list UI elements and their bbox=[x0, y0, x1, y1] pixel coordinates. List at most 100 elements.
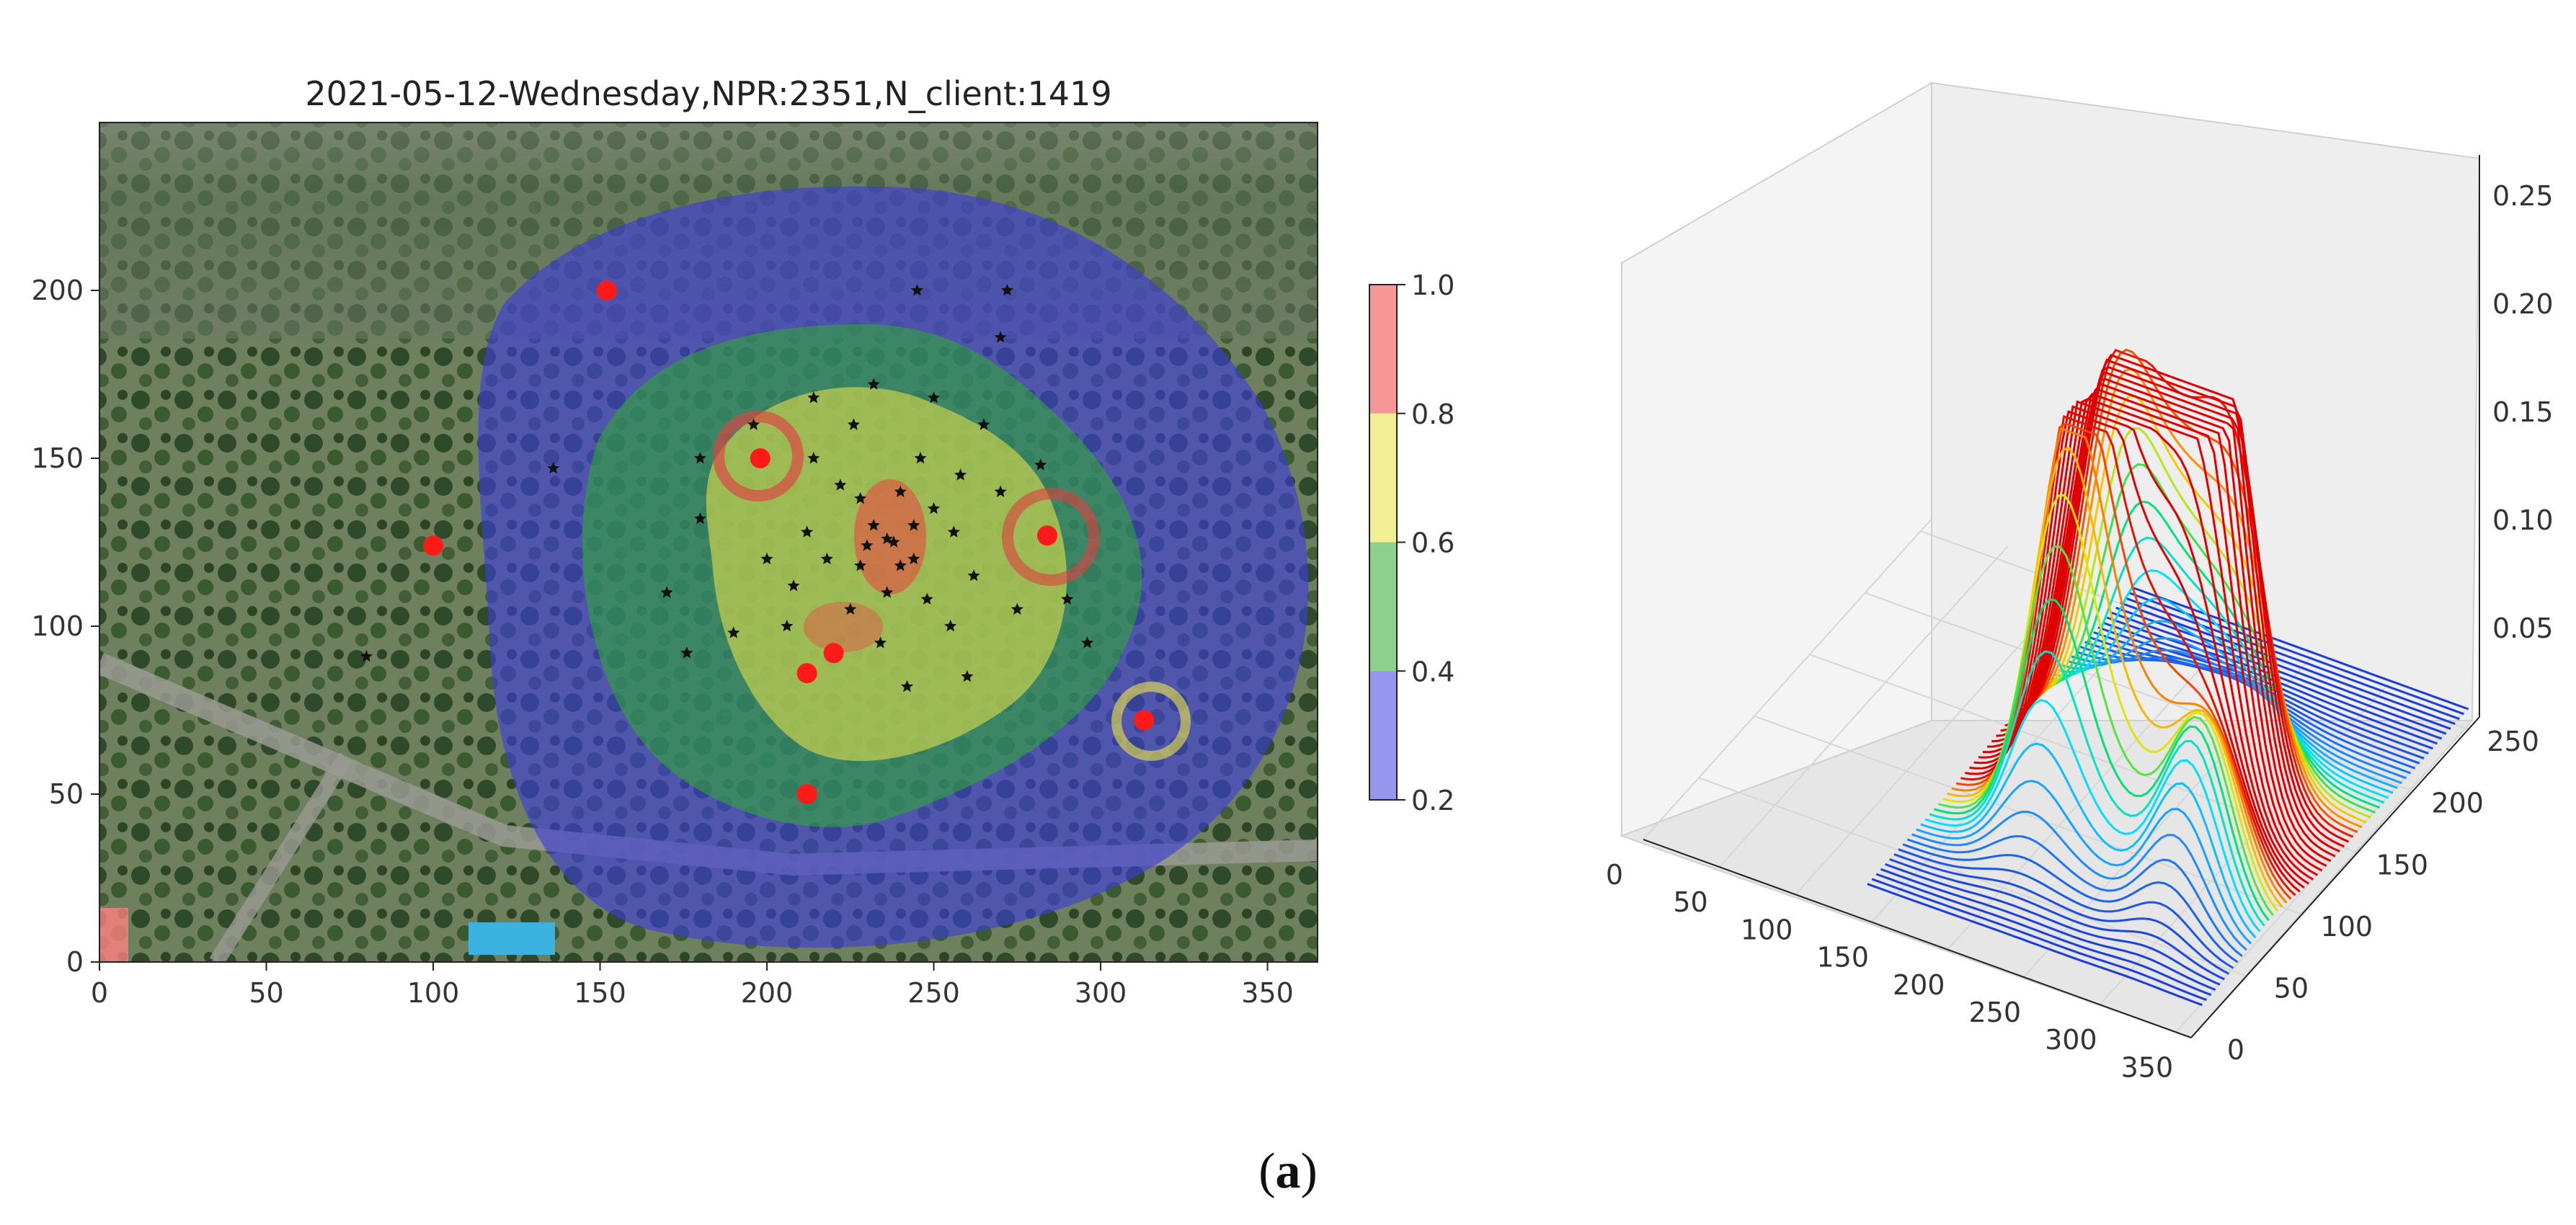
surface-contour-line bbox=[1893, 853, 2230, 975]
surface3d-grid bbox=[1643, 518, 2469, 1033]
client-star-marker bbox=[854, 491, 867, 504]
surface-contour-line bbox=[1889, 858, 2225, 981]
colorbar: 0.2 0.4 0.6 0.8 1.0 bbox=[1369, 270, 1454, 816]
x-tick-label: 100 bbox=[407, 977, 460, 1009]
y-tick-label: 50 bbox=[49, 778, 84, 810]
heat-ring-ap bbox=[1111, 682, 1191, 761]
surface-y-tick-label: 250 bbox=[2487, 726, 2539, 757]
heat-layers bbox=[99, 186, 1309, 962]
surface-x-tick-label: 300 bbox=[2045, 1024, 2097, 1056]
surface-x-tick-label: 100 bbox=[1741, 914, 1793, 945]
surface-z-tick-label: 0.25 bbox=[2492, 180, 2554, 212]
back-pane-left bbox=[1621, 81, 1932, 837]
surface-contour-line bbox=[1982, 393, 2319, 876]
client-star-marker bbox=[760, 552, 773, 565]
surface-contour-line bbox=[1929, 650, 2265, 927]
client-star-marker bbox=[1011, 602, 1023, 615]
client-star-marker bbox=[944, 620, 957, 632]
access-point-marker bbox=[796, 784, 817, 804]
surface-x-tick-label: 350 bbox=[2121, 1051, 2174, 1083]
surface3d-contours bbox=[1867, 348, 2469, 1007]
surface-contour-line bbox=[1933, 598, 2270, 922]
client-star-marker bbox=[680, 646, 693, 659]
client-star-marker bbox=[847, 418, 860, 430]
y-tick-label: 0 bbox=[66, 946, 84, 978]
client-star-marker bbox=[861, 539, 874, 551]
surface-contour-line bbox=[2045, 500, 2381, 809]
surface-contour-line bbox=[1965, 410, 2301, 893]
client-star-marker bbox=[854, 559, 867, 571]
client-star-marker bbox=[807, 391, 820, 404]
client-star-marker bbox=[1000, 284, 1013, 296]
access-point-marker bbox=[1036, 525, 1057, 546]
heat-corner-spot bbox=[99, 908, 128, 962]
client-star-marker bbox=[693, 512, 706, 525]
surface-y-tick-label: 150 bbox=[2376, 849, 2429, 881]
client-star-marker bbox=[844, 602, 857, 615]
client-star-marker bbox=[867, 519, 880, 531]
client-star-marker bbox=[874, 636, 887, 649]
client-star-marker bbox=[954, 468, 967, 481]
surface-contour-line bbox=[2133, 587, 2469, 710]
surface-x-tick-label: 200 bbox=[1893, 969, 1945, 1001]
caption-open-paren: ( bbox=[1258, 1144, 1275, 1199]
surface-x-tick-label: 0 bbox=[1606, 859, 1623, 891]
surface-contour-line bbox=[2124, 597, 2460, 721]
surface-contour-line bbox=[2049, 536, 2385, 804]
client-star-marker bbox=[887, 535, 900, 548]
surface-contour-line bbox=[1898, 848, 2234, 969]
surface-contour-line bbox=[1885, 863, 2221, 986]
surface-y-tick-label: 50 bbox=[2274, 972, 2309, 1004]
client-star-marker bbox=[914, 452, 927, 464]
surface-z-tick-label: 0.05 bbox=[2492, 612, 2554, 644]
heat-ring-ap bbox=[713, 411, 804, 502]
x-tick-label: 50 bbox=[249, 977, 283, 1009]
surface3d-x-axis-line bbox=[1643, 839, 2192, 1038]
x-tick-label: 150 bbox=[574, 977, 626, 1009]
client-star-marker bbox=[781, 620, 794, 632]
client-star-marker bbox=[994, 331, 1007, 343]
colorbar-tick-label: 0.4 bbox=[1411, 656, 1454, 687]
surface-z-tick-label: 0.10 bbox=[2492, 504, 2554, 536]
surface-y-tick-label: 200 bbox=[2431, 788, 2484, 819]
client-star-marker bbox=[961, 669, 974, 682]
colorbar-tick-label: 0.6 bbox=[1411, 527, 1454, 559]
client-star-marker bbox=[1061, 592, 1074, 605]
surface-z-tick-label: 0.15 bbox=[2492, 396, 2554, 428]
client-star-marker bbox=[977, 418, 990, 430]
client-star-marker bbox=[1034, 458, 1047, 471]
client-star-marker bbox=[787, 579, 800, 592]
surface-contour-line bbox=[1906, 834, 2243, 957]
client-star-marker bbox=[928, 391, 941, 404]
surface-contour-line bbox=[2110, 611, 2447, 735]
client-star-marker bbox=[928, 502, 941, 514]
surface-contour-line bbox=[2062, 620, 2398, 789]
surface-contour-line bbox=[1880, 868, 2216, 991]
heatmap-y-axis: 0 50 100 150 200 bbox=[31, 275, 99, 978]
colorbar-band bbox=[1369, 542, 1397, 672]
surface-contour-line bbox=[1902, 843, 2239, 963]
figure-caption: (a) bbox=[1258, 1144, 1318, 1199]
client-star-marker bbox=[907, 519, 920, 531]
aerial-road-branch bbox=[209, 752, 353, 962]
colorbar-tick-label: 1.0 bbox=[1411, 270, 1454, 301]
client-star-marker bbox=[867, 378, 880, 390]
client-star-marker bbox=[967, 569, 980, 582]
access-points-layer bbox=[423, 280, 1155, 804]
access-point-marker bbox=[796, 663, 817, 684]
y-tick-label: 100 bbox=[31, 610, 84, 642]
heatmap-panel: 2021-05-12-Wednesday,NPR:2351,N_client:1… bbox=[31, 74, 1454, 1009]
y-tick-label: 150 bbox=[31, 442, 84, 474]
client-star-marker bbox=[807, 452, 820, 464]
client-star-marker bbox=[881, 532, 894, 545]
heat-ring-ap bbox=[1002, 488, 1100, 586]
x-tick-label: 250 bbox=[907, 977, 960, 1009]
surface-contour-line bbox=[1987, 388, 2323, 872]
heatmap-title: 2021-05-12-Wednesday,NPR:2351,N_client:1… bbox=[305, 74, 1111, 113]
surface-contour-line bbox=[2115, 606, 2451, 730]
surface3d-x-axis: 0 50 100 150 200 250 300 350 bbox=[1606, 859, 2173, 1083]
access-point-marker bbox=[596, 280, 617, 300]
floor-grid-line bbox=[1643, 518, 1932, 840]
